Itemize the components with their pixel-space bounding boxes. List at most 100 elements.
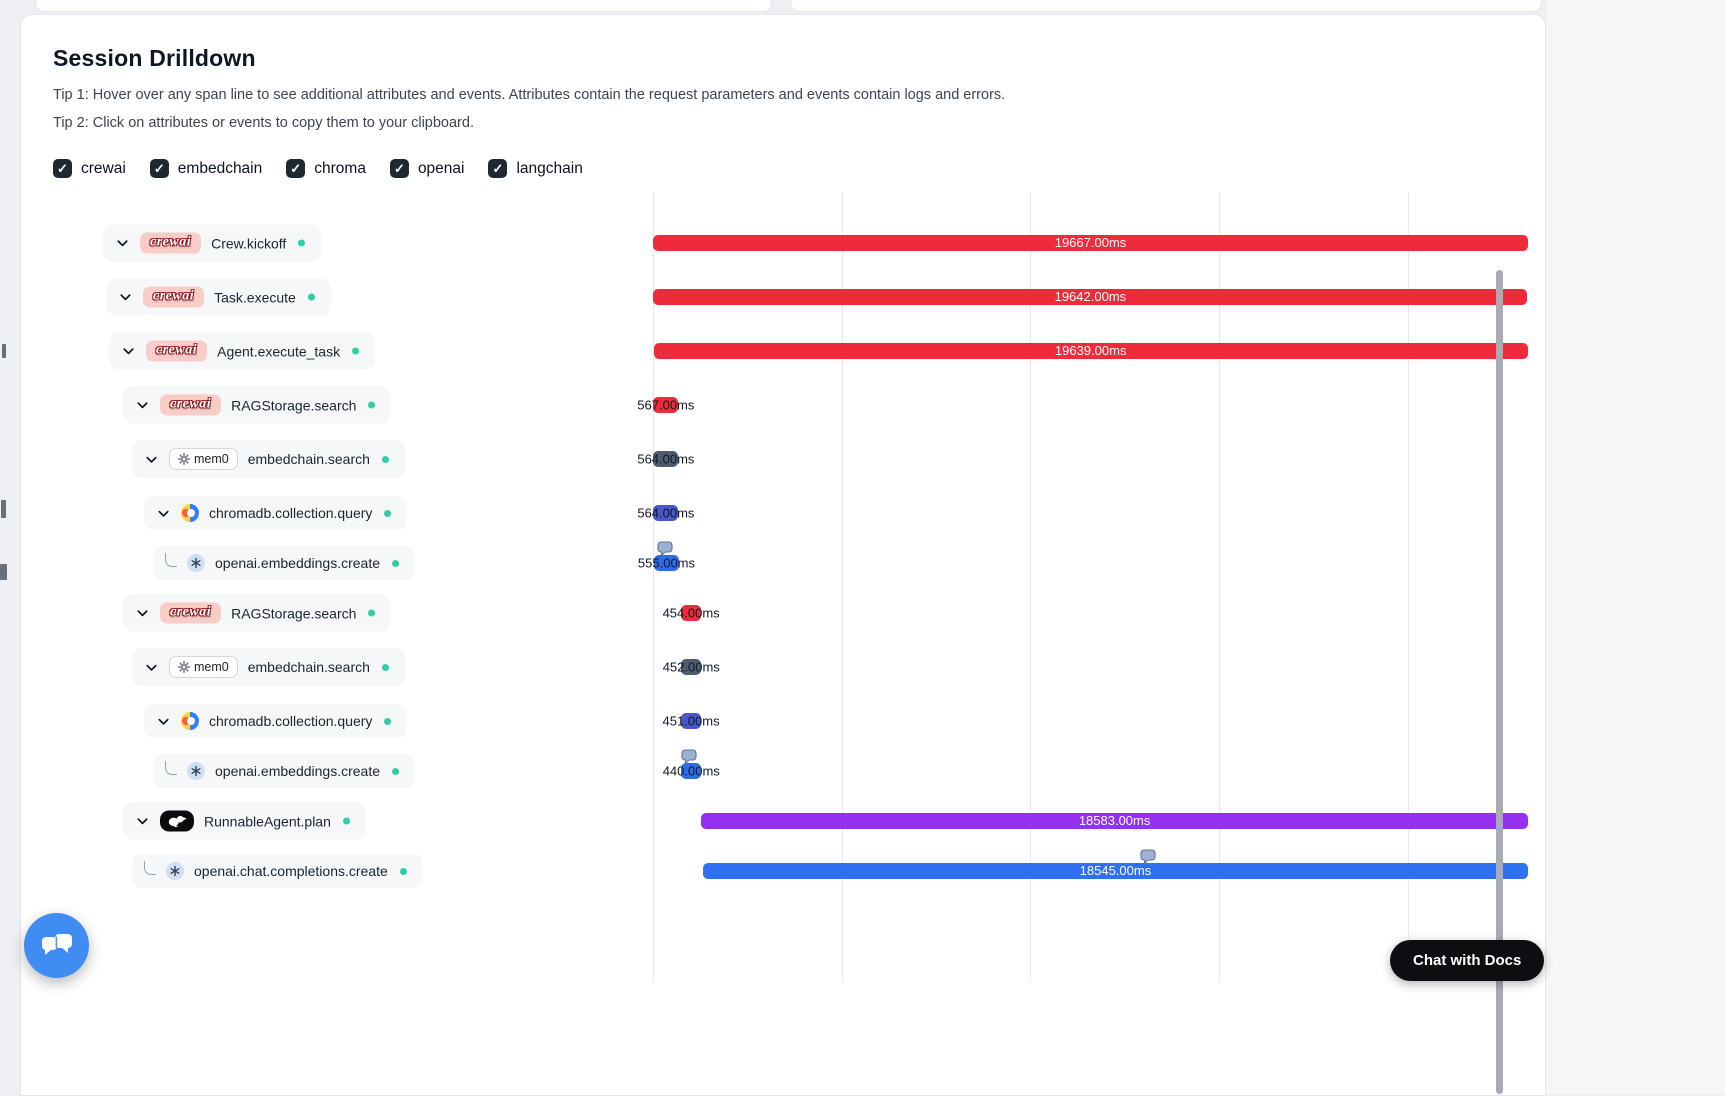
library-badge xyxy=(181,504,199,522)
span-bar[interactable]: 19642.00ms xyxy=(653,289,1528,305)
span-label-group[interactable]: openai.embeddings.create xyxy=(153,546,416,580)
span-row: crewai Crew.kickoff 19667.00ms xyxy=(53,216,1545,270)
page-edge-artifact xyxy=(0,564,7,580)
library-badge: crewai xyxy=(140,232,202,254)
status-dot xyxy=(384,509,392,517)
span-label-group[interactable]: chromadb.collection.query xyxy=(144,704,408,738)
span-bar[interactable] xyxy=(653,451,679,467)
mem0-gear-icon xyxy=(178,661,190,673)
span-label-group[interactable]: crewai RAGStorage.search xyxy=(123,386,392,424)
library-badge xyxy=(187,554,205,572)
duration-label: 19667.00ms xyxy=(1054,235,1127,250)
event-bubble-icon[interactable] xyxy=(657,541,674,561)
span-name: chromadb.collection.query xyxy=(209,713,373,729)
library-badge: mem0 xyxy=(169,656,238,678)
chevron-down-icon[interactable] xyxy=(115,236,130,251)
openai-logo-icon xyxy=(187,762,205,780)
event-bubble-icon[interactable] xyxy=(1140,849,1157,869)
chevron-down-icon[interactable] xyxy=(144,452,159,467)
chat-bubbles-icon xyxy=(40,932,74,960)
filter-checkbox-item[interactable]: chroma xyxy=(286,159,366,178)
chevron-down-icon[interactable] xyxy=(135,814,150,829)
span-label-group[interactable]: crewai Crew.kickoff xyxy=(103,224,322,262)
span-bar[interactable] xyxy=(653,397,679,413)
vertical-scrollbar[interactable] xyxy=(1496,270,1503,1094)
langchain-logo xyxy=(160,810,194,832)
span-track: 555.00ms xyxy=(638,540,1528,586)
span-row: crewai RAGStorage.search 454.00ms xyxy=(53,586,1545,640)
span-track: 18545.00ms xyxy=(653,848,1528,894)
status-dot xyxy=(298,239,306,247)
chevron-down-icon[interactable] xyxy=(121,344,136,359)
chevron-down-icon[interactable] xyxy=(135,606,150,621)
child-connector-icon xyxy=(144,860,156,875)
filter-label: chroma xyxy=(314,159,366,177)
status-dot xyxy=(381,663,389,671)
span-row: mem0 embedchain.search 452.00ms xyxy=(53,640,1545,694)
span-label-group[interactable]: crewai RAGStorage.search xyxy=(123,594,392,632)
span-label-group[interactable]: crewai Task.execute xyxy=(106,278,331,316)
chevron-down-icon[interactable] xyxy=(156,506,171,521)
filter-checkbox-item[interactable]: openai xyxy=(389,159,465,178)
waterfall: crewai Crew.kickoff 19667.00ms c xyxy=(53,192,1545,1008)
span-label-group[interactable]: openai.embeddings.create xyxy=(153,754,416,788)
status-dot xyxy=(307,293,315,301)
span-bar[interactable]: 19667.00ms xyxy=(653,235,1528,251)
span-name: openai.embeddings.create xyxy=(215,763,381,779)
span-name: Agent.execute_task xyxy=(217,343,341,359)
top-partial-card-left xyxy=(35,0,772,12)
crewai-logo: crewai xyxy=(160,602,222,624)
library-badge: mem0 xyxy=(169,448,238,470)
span-row: chromadb.collection.query 451.00ms xyxy=(53,694,1545,748)
checkbox-checked-icon[interactable] xyxy=(149,159,169,178)
span-bar[interactable]: 18583.00ms xyxy=(701,813,1528,829)
checkbox-checked-icon[interactable] xyxy=(286,159,306,178)
status-dot xyxy=(368,609,376,617)
span-row: chromadb.collection.query 564.00ms xyxy=(53,486,1545,540)
chevron-down-icon[interactable] xyxy=(144,660,159,675)
filter-checkbox-item[interactable]: langchain xyxy=(488,159,583,178)
duration-label: 19642.00ms xyxy=(1054,289,1127,304)
span-label-group[interactable]: mem0 embedchain.search xyxy=(132,440,405,478)
span-bar[interactable] xyxy=(653,505,679,521)
span-track: 452.00ms xyxy=(653,640,1528,694)
span-row: mem0 embedchain.search 564.00ms xyxy=(53,432,1545,486)
chat-with-docs-button[interactable]: Chat with Docs xyxy=(1390,940,1545,981)
span-bar[interactable] xyxy=(654,555,679,571)
span-label-group[interactable]: chromadb.collection.query xyxy=(144,496,408,530)
chat-widget-button[interactable] xyxy=(24,913,89,978)
page-edge-artifact xyxy=(2,344,6,358)
span-track: 567.00ms xyxy=(637,378,1528,432)
span-bar[interactable] xyxy=(681,763,702,779)
span-name: RunnableAgent.plan xyxy=(204,813,331,829)
library-badge: crewai xyxy=(160,394,222,416)
span-label-group[interactable]: crewai Agent.execute_task xyxy=(109,332,376,370)
span-label-group[interactable]: mem0 embedchain.search xyxy=(132,648,405,686)
span-label-group[interactable]: openai.chat.completions.create xyxy=(132,854,423,888)
chevron-down-icon[interactable] xyxy=(135,398,150,413)
span-name: RAGStorage.search xyxy=(231,605,357,621)
span-track: 18583.00ms xyxy=(653,794,1528,848)
span-track: 19642.00ms xyxy=(653,270,1528,324)
filter-label: openai xyxy=(417,159,465,177)
duration-label: 451.00ms xyxy=(662,713,720,729)
span-name: RAGStorage.search xyxy=(231,397,357,413)
chevron-down-icon[interactable] xyxy=(156,714,171,729)
span-bar[interactable] xyxy=(681,713,702,729)
span-bar[interactable] xyxy=(681,659,702,675)
span-label-group[interactable]: RunnableAgent.plan xyxy=(123,802,366,840)
checkbox-checked-icon[interactable] xyxy=(488,159,508,178)
filter-label: langchain xyxy=(516,159,583,177)
chevron-down-icon[interactable] xyxy=(118,290,133,305)
filter-checkbox-item[interactable]: embedchain xyxy=(149,159,262,178)
span-bar[interactable] xyxy=(681,605,702,621)
duration-label: 564.00ms xyxy=(637,451,695,467)
checkbox-checked-icon[interactable] xyxy=(389,159,409,178)
filter-checkbox-item[interactable]: crewai xyxy=(53,159,126,178)
mem0-logo: mem0 xyxy=(169,656,238,678)
checkbox-checked-icon[interactable] xyxy=(53,159,72,178)
span-bar[interactable]: 18545.00ms xyxy=(702,863,1528,879)
event-bubble-icon[interactable] xyxy=(681,749,698,769)
span-bar[interactable]: 19639.00ms xyxy=(653,343,1528,359)
span-track: 440.00ms xyxy=(653,748,1528,794)
